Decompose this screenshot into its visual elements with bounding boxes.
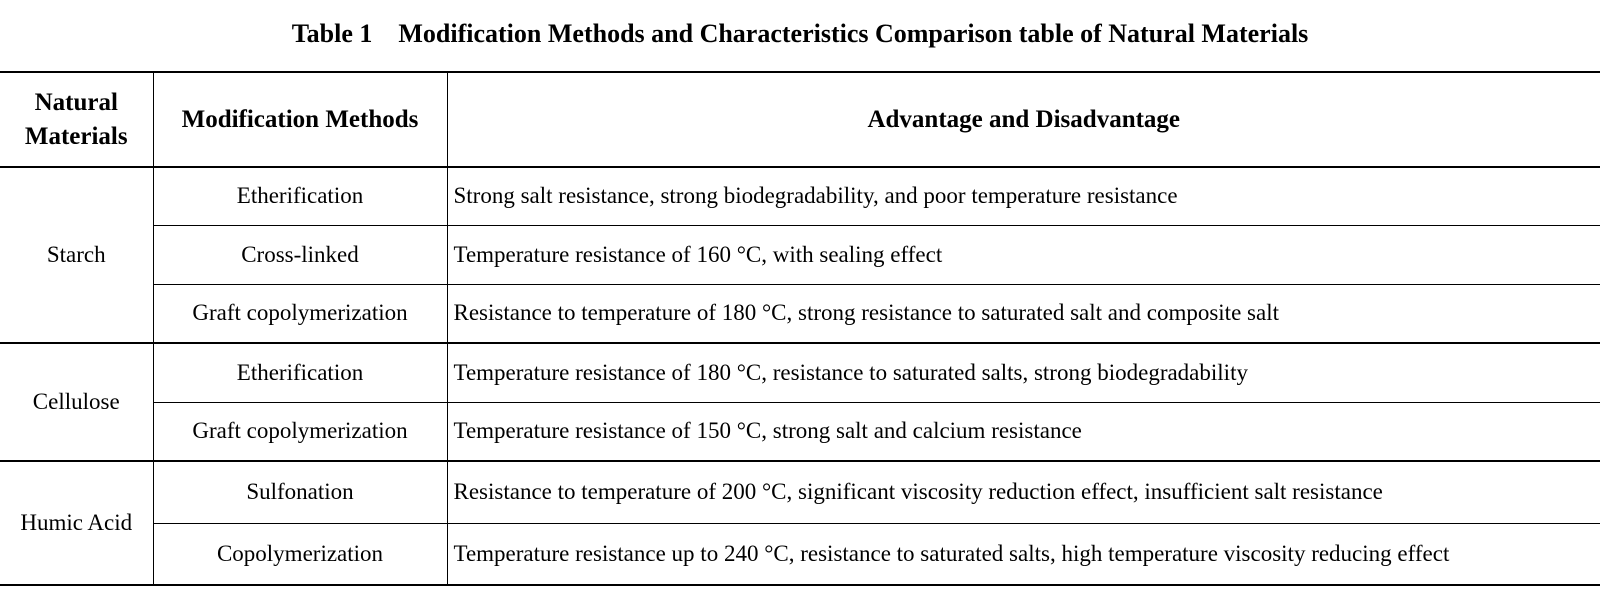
material-cell-cellulose: Cellulose <box>0 343 154 462</box>
advantage-cell: Resistance to temperature of 180 °C, str… <box>447 284 1600 344</box>
method-cell: Graft copolymerization <box>153 402 448 462</box>
table-row: Starch Etherification Strong salt resist… <box>0 167 1600 344</box>
table-row: Cellulose Etherification Temperature res… <box>0 343 1600 462</box>
method-cell: Etherification <box>153 343 448 403</box>
advantage-cell: Temperature resistance up to 240 °C, res… <box>447 523 1600 586</box>
table-row: Graft copolymerization Temperature resis… <box>0 402 1600 462</box>
header-modification-methods: Modification Methods <box>153 71 448 168</box>
header-natural-materials: Natural Materials <box>0 71 154 168</box>
method-cell: Sulfonation <box>153 461 448 524</box>
comparison-table: Natural Materials Modification Methods A… <box>0 71 1600 586</box>
table-row: Copolymerization Temperature resistance … <box>0 523 1600 586</box>
method-cell: Etherification <box>153 167 448 226</box>
material-cell-starch: Starch <box>0 167 154 344</box>
method-cell: Copolymerization <box>153 523 448 586</box>
table-row: Cross-linked Temperature resistance of 1… <box>0 225 1600 285</box>
advantage-cell: Temperature resistance of 160 °C, with s… <box>447 225 1600 285</box>
method-cell: Cross-linked <box>153 225 448 285</box>
header-row: Natural Materials Modification Methods A… <box>0 71 1600 168</box>
material-cell-humic-acid: Humic Acid <box>0 461 154 586</box>
advantage-cell: Temperature resistance of 180 °C, resist… <box>447 343 1600 403</box>
advantage-cell: Temperature resistance of 150 °C, strong… <box>447 402 1600 462</box>
advantage-cell: Resistance to temperature of 200 °C, sig… <box>447 461 1600 524</box>
method-cell: Graft copolymerization <box>153 284 448 344</box>
header-advantage-disadvantage: Advantage and Disadvantage <box>447 71 1600 168</box>
table-row: Graft copolymerization Resistance to tem… <box>0 284 1600 344</box>
table-caption: Table 1 Modification Methods and Charact… <box>291 19 1309 48</box>
table-row: Humic Acid Sulfonation Resistance to tem… <box>0 461 1600 586</box>
advantage-cell: Strong salt resistance, strong biodegrad… <box>447 167 1600 226</box>
